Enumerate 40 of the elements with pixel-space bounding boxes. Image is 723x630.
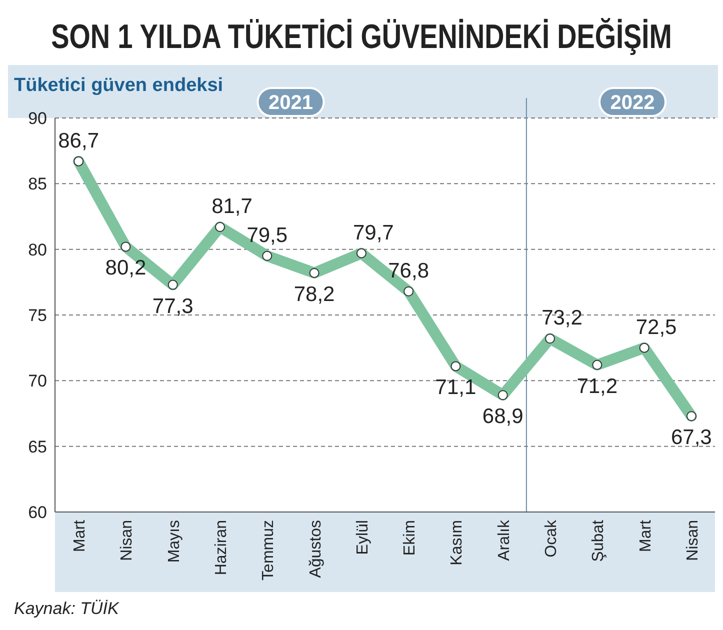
data-label: 80,2	[105, 256, 146, 280]
data-label: 81,7	[212, 195, 252, 218]
y-tick-label: 90	[28, 108, 47, 128]
data-label: 73,2	[542, 306, 582, 330]
y-tick-label: 70	[28, 372, 47, 391]
x-tick-label: Nisan	[684, 520, 702, 561]
x-tick-label: Mart	[72, 519, 89, 552]
x-tick-label: Ekim	[402, 520, 419, 556]
data-label: 78,2	[294, 282, 335, 306]
x-tick-label: Eylül	[354, 520, 372, 555]
y-tick-label: 65	[28, 437, 47, 456]
data-label: 79,7	[352, 221, 394, 244]
data-label: 71,2	[576, 374, 618, 398]
chart-title: SON 1 YILDA TÜKETİCİ GÜVENİNDEKİ DEĞİŞİM	[51, 17, 672, 56]
x-tick-label: Aralık	[496, 519, 513, 561]
y-axis-title: Tüketici güven endeksi	[14, 75, 224, 96]
y-tick-label: 85	[28, 174, 47, 194]
data-label: 79,5	[246, 224, 288, 247]
x-tick-label: Haziran	[213, 520, 230, 576]
x-tick-label: Temmuz	[260, 520, 278, 580]
text: 2021	[268, 92, 313, 114]
text: Kaynak: TÜİK	[14, 599, 120, 618]
data-label: 71,1	[435, 376, 476, 400]
x-tick-label: Ocak	[543, 519, 560, 558]
data-label: 72,5	[636, 316, 677, 339]
x-tick-label: Ağustos	[307, 520, 324, 578]
x-tick-label: Nisan	[118, 520, 136, 561]
y-tick-label: 75	[28, 306, 47, 325]
y-tick-label: 80	[28, 240, 47, 260]
x-tick-label: Mart	[637, 519, 654, 552]
data-label: 86,7	[58, 129, 100, 152]
text: 2022	[610, 92, 655, 114]
data-label: 76,8	[388, 259, 430, 282]
x-tick-label: Mayıs	[166, 520, 183, 563]
data-label: 68,9	[482, 405, 524, 428]
x-tick-label: Kasım	[448, 520, 466, 566]
x-tick-label: Şubat	[590, 519, 608, 562]
y-tick-label: 60	[28, 502, 47, 522]
data-label: 77,3	[152, 294, 194, 318]
data-label: 67,3	[670, 426, 712, 450]
